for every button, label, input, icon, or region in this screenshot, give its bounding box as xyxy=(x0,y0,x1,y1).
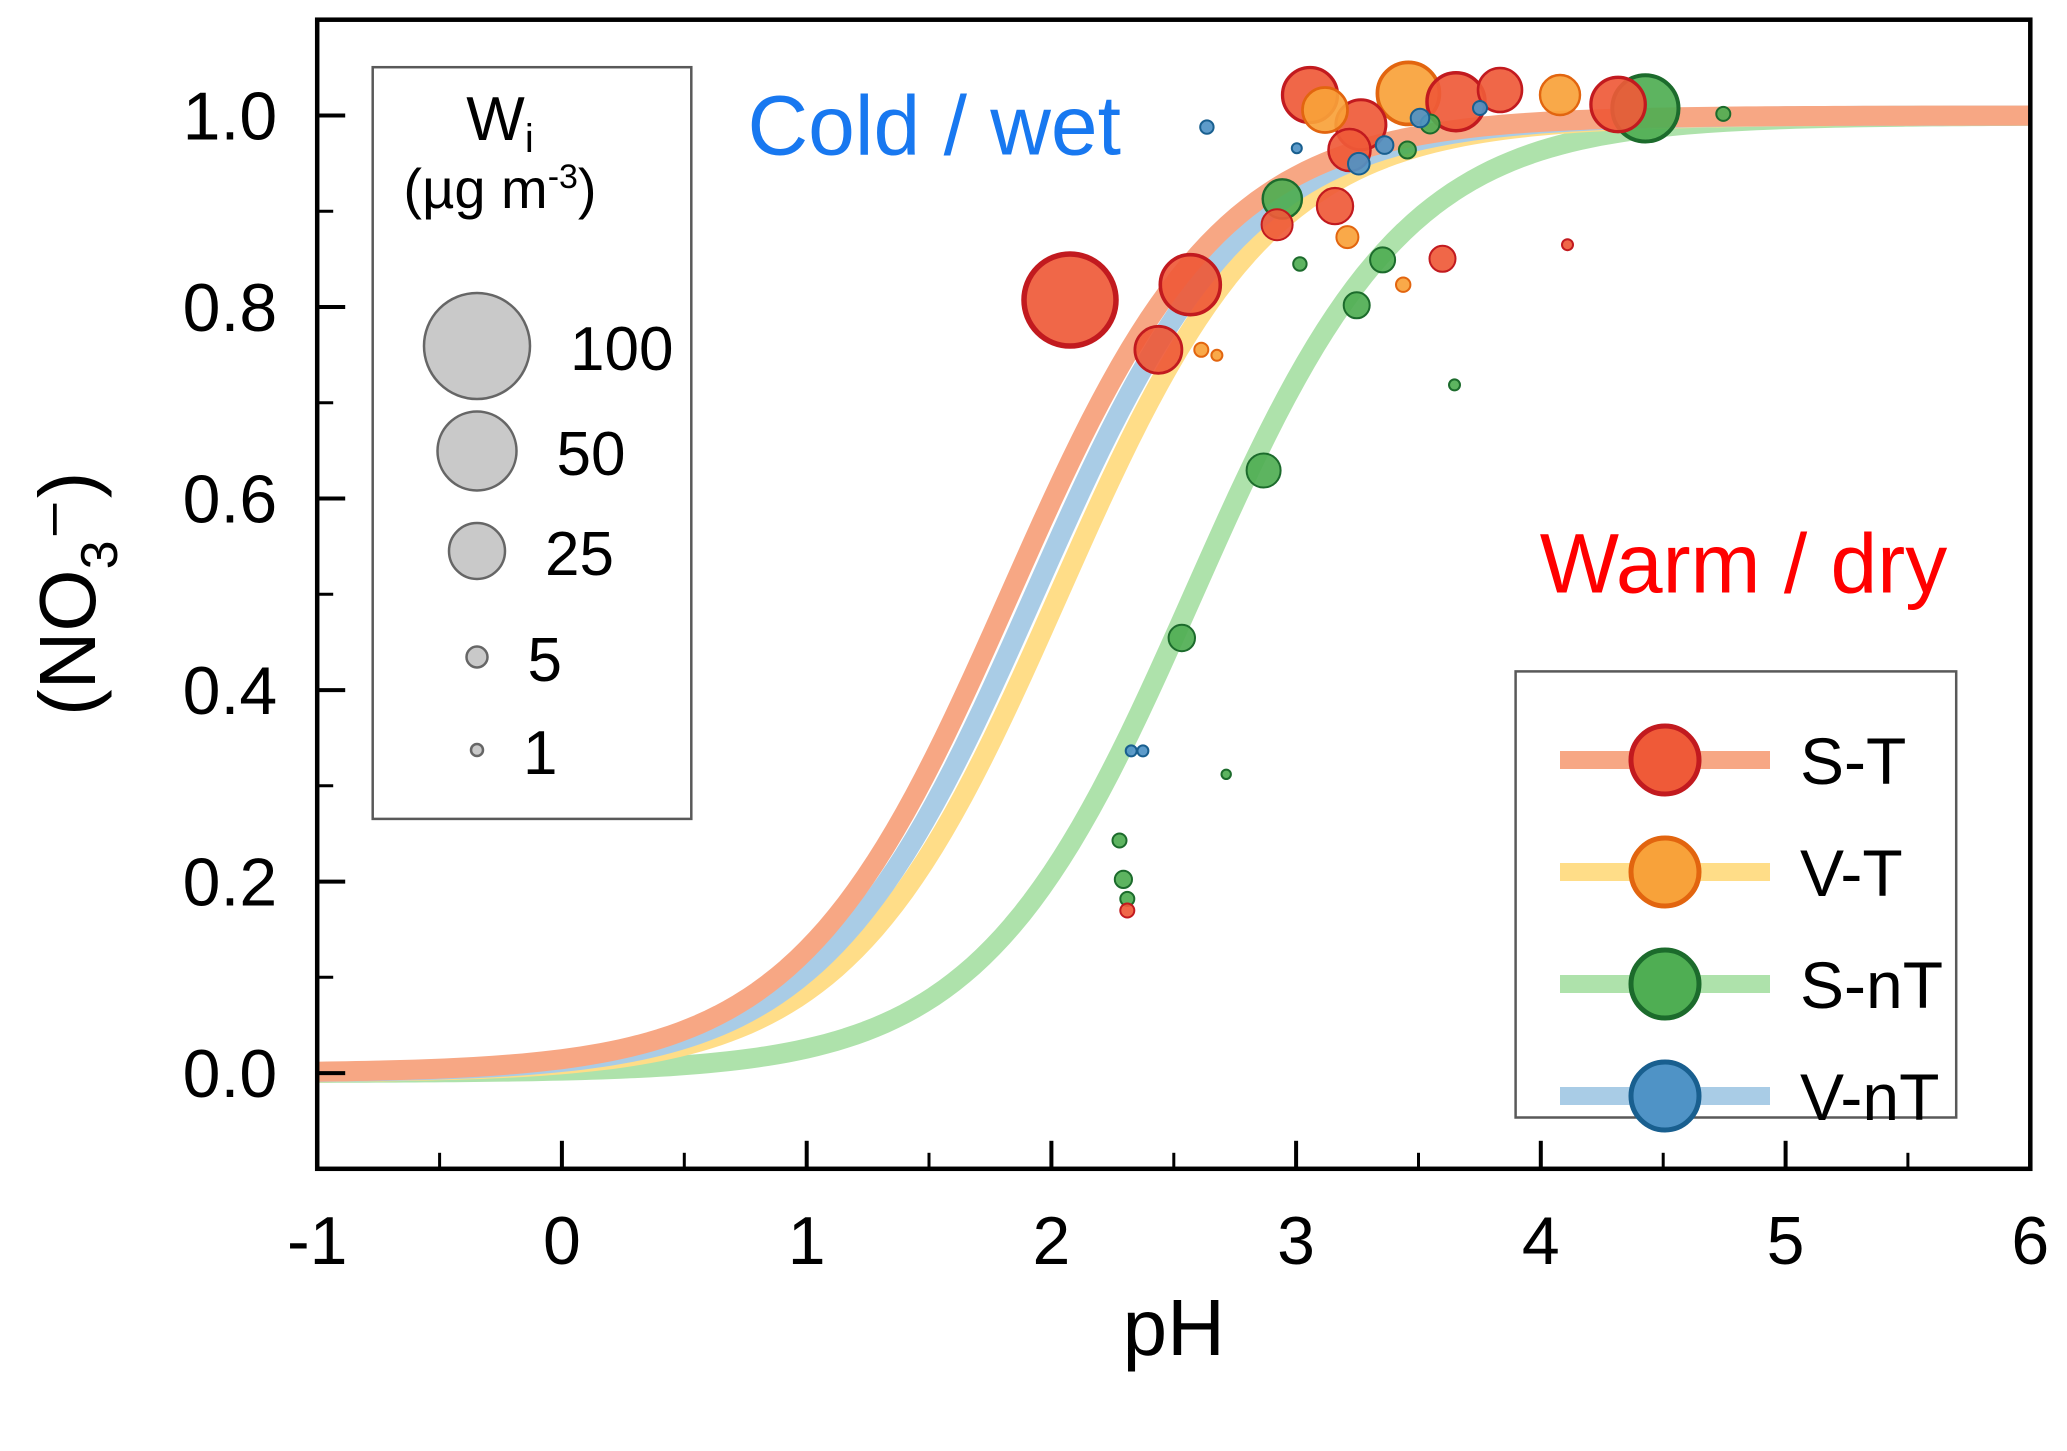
svg-text:(NO3⁻): (NO3⁻) xyxy=(23,472,129,716)
svg-text:1: 1 xyxy=(788,1203,826,1279)
svg-text:V-T: V-T xyxy=(1800,836,1903,910)
svg-text:2: 2 xyxy=(1032,1203,1070,1279)
svg-text:5: 5 xyxy=(528,626,562,695)
svg-text:1: 1 xyxy=(523,719,557,788)
svg-text:6: 6 xyxy=(2011,1203,2049,1279)
svg-text:0.8: 0.8 xyxy=(183,270,278,346)
svg-text:V-nT: V-nT xyxy=(1800,1060,1939,1134)
svg-text:4: 4 xyxy=(1522,1203,1560,1279)
svg-text:-1: -1 xyxy=(287,1203,347,1279)
svg-text:0: 0 xyxy=(543,1203,581,1279)
svg-text:25: 25 xyxy=(545,520,614,589)
svg-text:50: 50 xyxy=(557,420,626,489)
svg-text:0.4: 0.4 xyxy=(183,653,278,729)
svg-text:0.6: 0.6 xyxy=(183,462,278,538)
svg-text:pH: pH xyxy=(1123,1283,1225,1372)
svg-text:0.2: 0.2 xyxy=(183,845,278,921)
svg-text:5: 5 xyxy=(1767,1203,1805,1279)
svg-text:0.0: 0.0 xyxy=(183,1036,278,1112)
svg-text:Wi: Wi xyxy=(466,85,533,161)
svg-text:Warm / dry: Warm / dry xyxy=(1540,517,1948,611)
svg-text:1.0: 1.0 xyxy=(183,79,278,155)
svg-text:S-nT: S-nT xyxy=(1800,948,1943,1022)
svg-text:3: 3 xyxy=(1277,1203,1315,1279)
svg-text:100: 100 xyxy=(570,315,673,384)
svg-text:Cold / wet: Cold / wet xyxy=(748,78,1122,172)
svg-text:S-T: S-T xyxy=(1800,724,1906,798)
